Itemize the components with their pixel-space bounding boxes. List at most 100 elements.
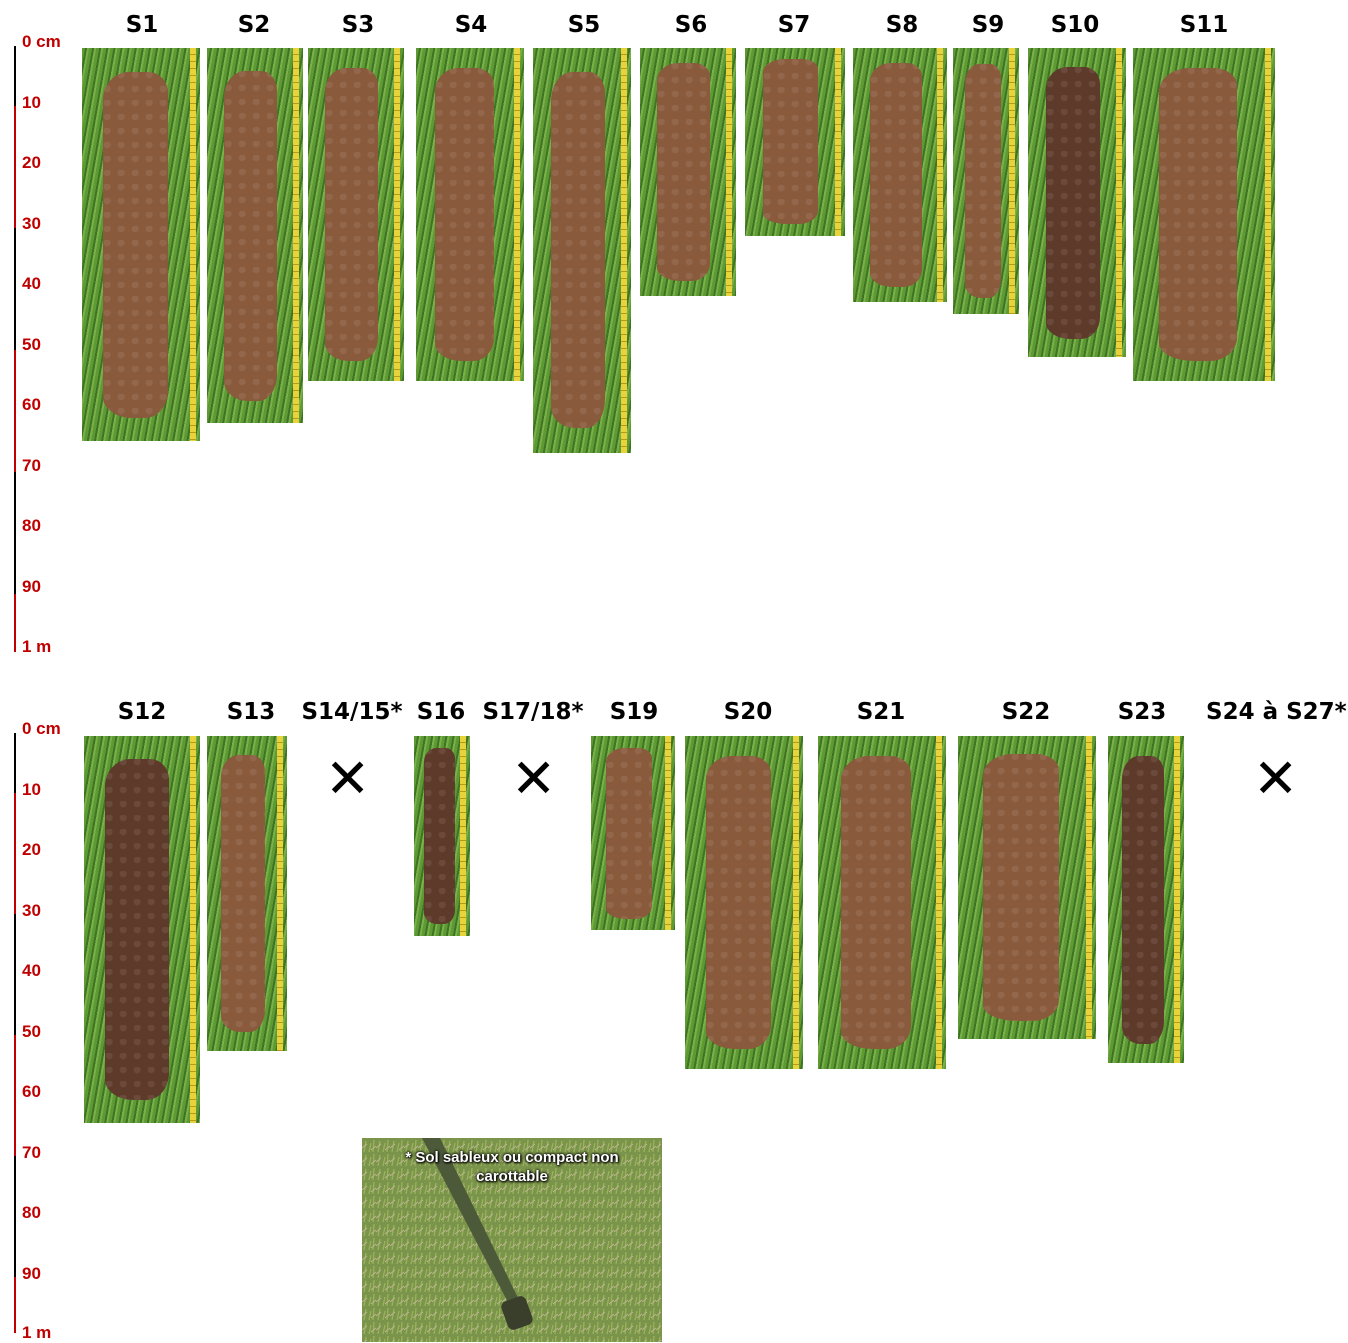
ruler-label: 10 xyxy=(22,780,41,799)
measuring-tape xyxy=(1174,736,1180,1063)
measuring-tape xyxy=(621,48,627,453)
ruler-label: 60 xyxy=(22,395,41,414)
auger-photo-image xyxy=(362,1138,662,1342)
sample-header-s2: S2 xyxy=(237,12,271,38)
soil-sample xyxy=(551,72,605,428)
ruler-segment xyxy=(14,46,16,106)
soil-core-s5 xyxy=(533,48,631,453)
soil-sample xyxy=(224,71,277,401)
soil-core-s13 xyxy=(207,736,287,1051)
soil-core-s9 xyxy=(953,48,1019,314)
soil-core-s20 xyxy=(685,736,803,1069)
ruler-label: 90 xyxy=(22,577,41,596)
measuring-tape xyxy=(937,48,943,302)
sample-header-s13: S13 xyxy=(226,699,276,725)
soil-core-s4 xyxy=(416,48,524,381)
sample-header-s4: S4 xyxy=(454,12,488,38)
soil-core-s16 xyxy=(414,736,470,936)
measuring-tape xyxy=(514,48,520,381)
depth-ruler-bottom: 0 cm 10 20 30 40 50 60 70 80 90 1 m xyxy=(14,0,82,1342)
ruler-label: 30 xyxy=(22,214,41,233)
soil-sample xyxy=(105,759,169,1100)
soil-sample xyxy=(606,748,652,919)
soil-core-s2 xyxy=(207,48,303,423)
measuring-tape xyxy=(835,48,841,236)
depth-ruler-top: 0 cm 10 20 30 40 50 60 70 80 90 1 m xyxy=(14,0,82,660)
sample-header-s11: S11 xyxy=(1179,12,1229,38)
measuring-tape xyxy=(460,736,466,936)
sample-header-s1: S1 xyxy=(125,12,159,38)
not-cored-cross-icon: ✕ xyxy=(325,747,371,810)
measuring-tape xyxy=(726,48,732,296)
sample-header-s21: S21 xyxy=(856,699,906,725)
measuring-tape xyxy=(277,736,283,1051)
measuring-tape xyxy=(1116,48,1122,357)
soil-core-s6 xyxy=(640,48,736,296)
soil-core-s22 xyxy=(958,736,1096,1039)
measuring-tape xyxy=(1086,736,1092,1039)
measuring-tape xyxy=(793,736,799,1069)
footnote-line-2: carottable xyxy=(476,1168,548,1185)
soil-core-s1 xyxy=(82,48,200,441)
auger-note-photo: * Sol sableux ou compact non carottable xyxy=(362,1138,662,1342)
sample-header-s6: S6 xyxy=(674,12,708,38)
measuring-tape xyxy=(190,736,196,1123)
soil-sample xyxy=(1159,68,1237,361)
ruler-label: 0 cm xyxy=(22,719,61,738)
sample-header-s12: S12 xyxy=(117,699,167,725)
soil-core-s21 xyxy=(818,736,946,1069)
soil-core-s10 xyxy=(1028,48,1126,357)
ruler-segment xyxy=(14,733,16,793)
soil-core-s8 xyxy=(853,48,947,302)
ruler-label: 60 xyxy=(22,1082,41,1101)
soil-core-s7 xyxy=(745,48,845,236)
soil-sample xyxy=(221,755,265,1032)
sample-header-s20: S20 xyxy=(723,699,773,725)
ruler-label: 70 xyxy=(22,1143,41,1162)
ruler-label: 20 xyxy=(22,153,41,172)
ruler-segment xyxy=(14,472,16,594)
ruler-label: 20 xyxy=(22,840,41,859)
soil-sample xyxy=(763,59,818,224)
sample-header-s7: S7 xyxy=(777,12,811,38)
measuring-tape xyxy=(394,48,400,381)
soil-sample xyxy=(1122,756,1164,1044)
soil-sample xyxy=(325,68,378,361)
ruler-label: 10 xyxy=(22,93,41,112)
soil-sample xyxy=(435,68,494,361)
ruler-label: 70 xyxy=(22,456,41,475)
sample-header-s3: S3 xyxy=(341,12,375,38)
soil-sample xyxy=(870,63,922,287)
soil-sample xyxy=(706,756,771,1049)
sample-header-s9: S9 xyxy=(971,12,1005,38)
sampling-footnote: * Sol sableux ou compact non carottable xyxy=(362,1148,662,1186)
sample-header-s8: S8 xyxy=(885,12,919,38)
measuring-tape xyxy=(1265,48,1271,381)
ruler-segment xyxy=(14,1035,16,1156)
sample-header-s17-18: S17/18* xyxy=(482,699,584,725)
not-cored-cross-icon: ✕ xyxy=(1253,747,1299,810)
ruler-label: 1 m xyxy=(22,637,52,656)
measuring-tape xyxy=(293,48,299,423)
measuring-tape xyxy=(936,736,942,1069)
sample-header-s16: S16 xyxy=(416,699,466,725)
soil-sample xyxy=(983,754,1059,1021)
ruler-label: 50 xyxy=(22,335,41,354)
ruler-label: 1 m xyxy=(22,1323,52,1342)
soil-core-s11 xyxy=(1133,48,1275,381)
sample-header-s10: S10 xyxy=(1050,12,1100,38)
ruler-label: 0 cm xyxy=(22,32,61,51)
not-cored-cross-icon: ✕ xyxy=(511,747,557,810)
ruler-label: 50 xyxy=(22,1022,41,1041)
ruler-segment xyxy=(14,228,16,350)
ruler-segment xyxy=(14,914,16,1035)
measuring-tape xyxy=(665,736,671,930)
ruler-label: 30 xyxy=(22,901,41,920)
soil-core-s19 xyxy=(591,736,675,930)
sample-header-s5: S5 xyxy=(567,12,601,38)
ruler-segment xyxy=(14,1277,16,1333)
ruler-label: 40 xyxy=(22,961,41,980)
sample-header-s19: S19 xyxy=(609,699,659,725)
soil-core-s23 xyxy=(1108,736,1184,1063)
soil-sample xyxy=(841,756,911,1049)
